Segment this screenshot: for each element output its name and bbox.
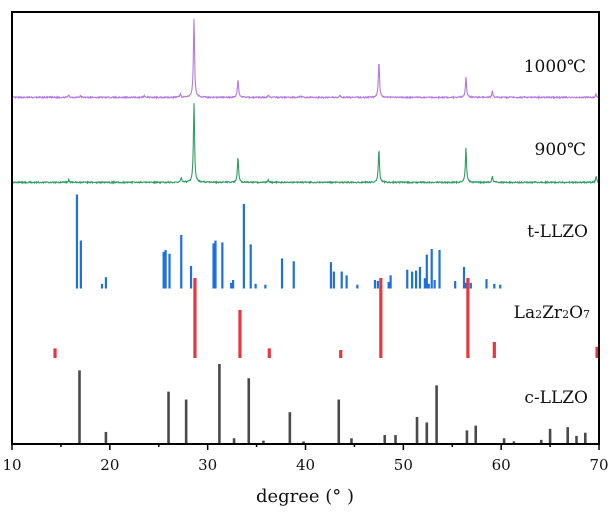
x-tick-label: 20 [100, 456, 119, 474]
x-tick-label: 10 [2, 456, 21, 474]
x-axis-title: degree (° ) [256, 486, 354, 507]
series-la2zr2o7 [53, 278, 599, 358]
x-tick-label: 30 [198, 456, 217, 474]
series-c-llzo [78, 364, 587, 443]
label-1000: 1000℃ [524, 57, 586, 77]
x-tick-label: 70 [589, 456, 608, 474]
label-la2zr2o7: La2Zr2O7 [514, 303, 590, 323]
label-c-llzo: c-LLZO [524, 388, 588, 408]
series-t-llzo [75, 194, 502, 289]
label-900: 900℃ [535, 140, 586, 160]
x-axis: 10 20 30 40 50 60 70 [2, 444, 609, 474]
plot-frame [11, 11, 600, 445]
x-tick-label: 60 [492, 456, 511, 474]
series-900- [11, 103, 600, 185]
pattern-line [11, 103, 600, 185]
x-tick-label: 50 [394, 456, 413, 474]
series-1000- [11, 18, 600, 100]
label-t-llzo: t-LLZO [527, 222, 588, 242]
x-tick-label: 40 [296, 456, 315, 474]
plot-area [11, 18, 600, 443]
pattern-line [11, 18, 600, 100]
